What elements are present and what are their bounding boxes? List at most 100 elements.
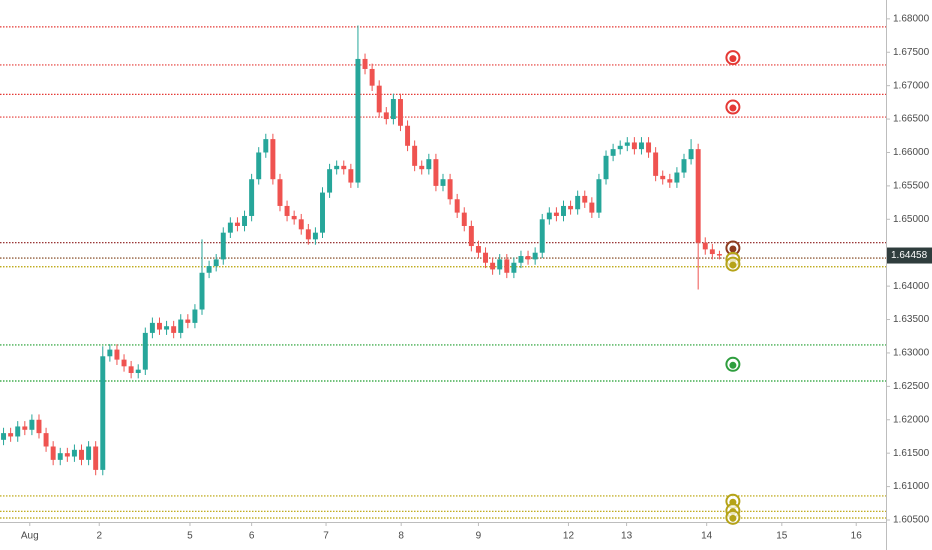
y-tick-label: 1.60500 — [893, 515, 930, 526]
y-tick-label: 1.62000 — [893, 414, 930, 425]
candle-body — [355, 58, 361, 183]
candle-body — [646, 142, 652, 153]
y-tick-label: 1.67500 — [893, 47, 930, 58]
candle-body — [376, 85, 382, 113]
y-tick-label: 1.68000 — [893, 13, 930, 24]
candle-body — [447, 179, 453, 200]
candle-body — [57, 453, 63, 460]
candle-body — [86, 446, 92, 460]
candle-body — [397, 99, 403, 126]
candle-body — [475, 246, 481, 253]
candle-body — [511, 262, 517, 273]
candle-body — [206, 266, 212, 273]
candle-body — [164, 326, 170, 330]
x-tick-label: 6 — [249, 531, 255, 542]
candle-body — [284, 205, 290, 216]
candle-body — [36, 419, 42, 434]
candle-body — [532, 252, 538, 260]
y-tick-label: 1.62500 — [893, 381, 930, 392]
candle-body — [100, 356, 106, 470]
y-tick-label: 1.63000 — [893, 348, 930, 359]
candle-body — [135, 369, 141, 373]
candle-body — [539, 219, 545, 253]
candle-body — [497, 259, 503, 270]
candle-body — [312, 232, 318, 240]
candle-body — [631, 142, 637, 150]
candle-body — [390, 99, 396, 120]
last-price-box — [887, 247, 932, 264]
candle-body — [490, 262, 496, 270]
target-marker-dot — [729, 104, 737, 112]
x-tick-label: 7 — [323, 531, 329, 542]
candle-body — [674, 172, 680, 183]
candle-body — [369, 68, 375, 86]
candle-body — [277, 179, 283, 206]
candle-body — [121, 359, 127, 367]
target-marker-dot — [729, 55, 737, 63]
candle-body — [504, 259, 510, 273]
candle-body — [589, 202, 595, 213]
candle-body — [192, 309, 198, 323]
x-tick-label: 16 — [851, 531, 863, 542]
candle-body — [334, 165, 340, 170]
candle-body — [93, 446, 99, 470]
target-marker-dot — [729, 261, 737, 269]
candle-body — [483, 252, 489, 263]
candle-body — [234, 222, 240, 226]
candle-body — [603, 155, 609, 180]
candle-body — [546, 212, 552, 220]
y-tick-label: 1.63500 — [893, 314, 930, 325]
candle-body — [227, 222, 233, 233]
x-tick-label: 8 — [398, 531, 404, 542]
candle-body — [178, 319, 184, 333]
candle-body — [688, 149, 694, 160]
candle-body — [518, 256, 524, 263]
candle-body — [107, 349, 113, 357]
candle-body — [667, 179, 673, 183]
candle-body — [419, 165, 425, 170]
y-tick-label: 1.66000 — [893, 147, 930, 158]
candle-body — [256, 152, 262, 180]
y-tick-label: 1.66500 — [893, 114, 930, 125]
y-tick-label: 1.65000 — [893, 214, 930, 225]
y-tick-label: 1.65500 — [893, 181, 930, 192]
candle-body — [454, 199, 460, 213]
target-marker-dot — [729, 245, 737, 253]
candle-body — [638, 142, 644, 150]
candle-body — [1, 433, 7, 440]
candle-body — [50, 446, 56, 460]
candle-body — [71, 449, 77, 457]
candle-body — [320, 192, 325, 233]
candle-body — [327, 169, 333, 193]
candle-body — [114, 349, 120, 360]
candle-body — [716, 254, 722, 256]
x-tick-label: 15 — [776, 531, 788, 542]
y-tick-label: 1.64000 — [893, 281, 930, 292]
candle-body — [185, 319, 191, 323]
candle-body — [305, 229, 311, 240]
x-tick-label: 5 — [187, 531, 193, 542]
candle-body — [561, 205, 566, 216]
x-tick-label: Aug — [21, 531, 39, 542]
last-price-label: 1.64458 — [891, 250, 928, 261]
candle-body — [681, 159, 687, 173]
x-tick-label: 13 — [621, 531, 633, 542]
candle-body — [383, 112, 389, 120]
candle-body — [341, 165, 347, 170]
candle-body — [29, 419, 35, 430]
candle-body — [596, 179, 602, 213]
candle-body — [568, 205, 574, 210]
candle-body — [610, 149, 616, 156]
x-tick-label: 2 — [96, 531, 102, 542]
y-tick-label: 1.61000 — [893, 481, 930, 492]
candle-body — [298, 219, 304, 230]
candle-body — [8, 433, 14, 437]
candle-body — [142, 332, 148, 370]
x-tick-label: 9 — [476, 531, 482, 542]
candle-body — [617, 145, 623, 150]
candle-body — [553, 212, 559, 216]
candle-body — [43, 433, 49, 447]
y-tick-label: 1.61500 — [893, 448, 930, 459]
